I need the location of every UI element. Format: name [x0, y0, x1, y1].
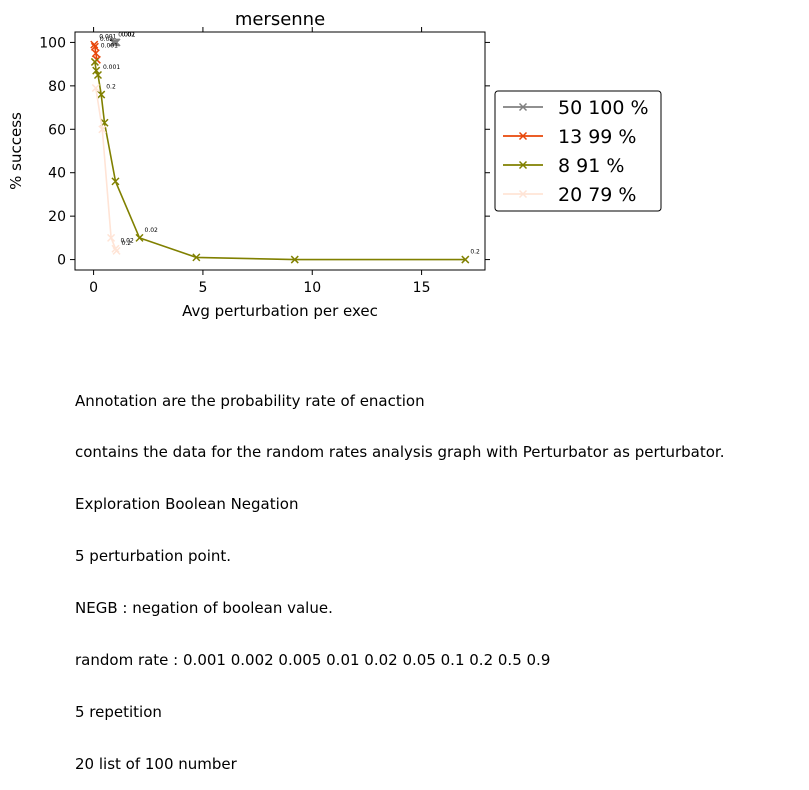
y-axis-label: % success	[7, 112, 25, 190]
legend-marker	[518, 160, 528, 170]
legend-label: 50 100 %	[558, 97, 649, 119]
point-annotation: 0.2	[122, 240, 132, 247]
y-tick-label: 0	[57, 253, 66, 269]
data-point	[111, 38, 120, 47]
chart: mersenne 0.0010.020.0010.020.0010.0010.2…	[7, 9, 662, 320]
legend-frame	[494, 90, 662, 212]
notes-block: Annotation are the probability rate of e…	[75, 358, 725, 790]
note-line: random rate : 0.001 0.002 0.005 0.01 0.0…	[75, 651, 551, 670]
data-point	[111, 244, 120, 253]
data-point	[192, 253, 201, 262]
data-point	[461, 255, 470, 264]
x-tick-label: 5	[198, 280, 207, 296]
note-line: 5 repetition	[75, 702, 162, 721]
point-annotation: 0.2	[106, 84, 116, 91]
legend-label: 13 99 %	[558, 126, 637, 148]
data-point	[91, 49, 100, 58]
point-annotation: 0.001	[101, 42, 118, 49]
note-line: NEGB : negation of boolean value.	[75, 599, 333, 618]
data-point	[110, 38, 119, 47]
axis-ticks: 0 5 10 15 0 20 40 60 80 100	[39, 27, 490, 296]
data-point	[90, 57, 99, 66]
legend-entry: 50 100 %	[503, 97, 649, 119]
legend-label: 20 79 %	[558, 184, 637, 206]
point-annotation: 0.02	[120, 238, 134, 245]
x-axis-label: Avg perturbation per exec	[182, 302, 378, 320]
data-point	[90, 42, 99, 51]
data-point	[93, 70, 102, 80]
series-line-2	[94, 61, 466, 261]
point-annotation: 0.001	[99, 34, 116, 41]
data-point	[90, 40, 99, 49]
legend-marker	[518, 102, 528, 112]
legend-marker	[518, 131, 528, 141]
legend-entry: 8 91 %	[503, 155, 624, 177]
point-annotation: 0.001	[118, 31, 135, 38]
data-point	[111, 177, 120, 186]
data-point	[135, 233, 144, 242]
data-point	[92, 66, 101, 75]
plot-area: 0.0010.020.0010.020.0010.0010.20.020.20.…	[90, 31, 480, 264]
y-tick-label: 40	[48, 166, 66, 182]
note-line: Exploration Boolean Negation	[75, 495, 299, 514]
x-tick-label: 15	[413, 280, 431, 296]
point-annotation: 0.001	[103, 64, 120, 71]
point-annotation: 0.02	[122, 31, 136, 38]
data-point	[109, 38, 118, 47]
data-point	[97, 90, 106, 99]
plot-frame	[74, 31, 486, 271]
point-annotation: 0.02	[145, 227, 159, 234]
legend-entry: 20 79 %	[503, 184, 637, 206]
chart-title: mersenne	[235, 9, 325, 30]
y-tick-label: 60	[48, 122, 66, 138]
data-point	[98, 125, 107, 134]
x-tick-label: 0	[89, 280, 98, 296]
legend: 50 100 % 13 99 % 8 91 % 20 79 %	[494, 90, 662, 212]
legend-label: 8 91 %	[558, 155, 624, 177]
x-tick-label: 10	[303, 280, 321, 296]
note-line: contains the data for the random rates a…	[75, 443, 725, 462]
note-line: Annotation are the probability rate of e…	[75, 391, 425, 410]
legend-entry: 13 99 %	[503, 126, 637, 148]
point-annotation: 0.02	[100, 36, 114, 43]
legend-marker	[518, 189, 528, 199]
y-tick-label: 100	[39, 35, 66, 51]
data-point	[112, 246, 121, 255]
data-point	[112, 38, 121, 47]
data-point	[91, 83, 100, 93]
data-point	[290, 255, 299, 264]
y-tick-label: 80	[48, 79, 66, 95]
point-annotation: 0.2	[470, 249, 480, 256]
data-point	[107, 233, 116, 242]
y-tick-label: 20	[48, 209, 66, 225]
note-line: 20 list of 100 number	[75, 754, 237, 773]
note-line: 5 perturbation point.	[75, 547, 232, 566]
